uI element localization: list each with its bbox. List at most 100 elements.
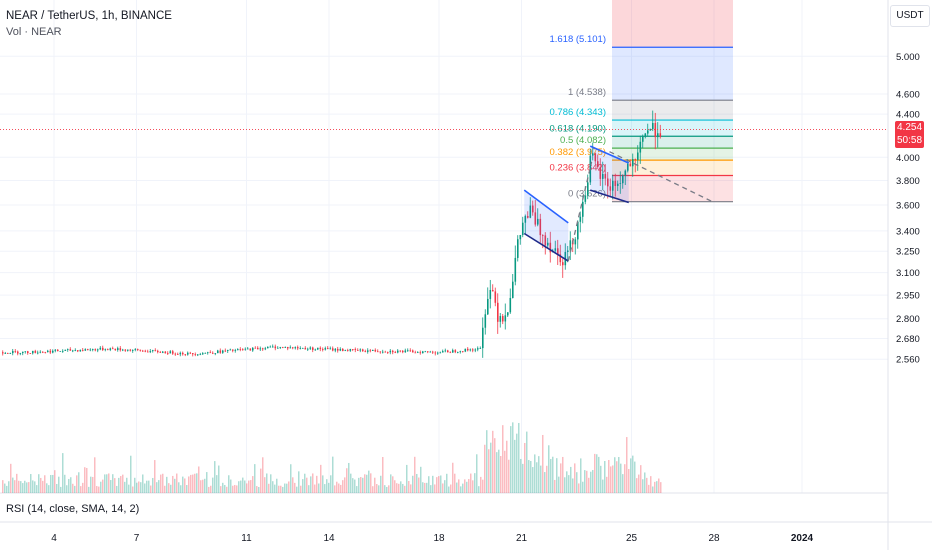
volume-bar (254, 464, 256, 493)
volume-bar (382, 457, 384, 493)
volume-bar (116, 485, 118, 493)
volume-bar (286, 483, 288, 493)
price-tick-label: 3.800 (896, 176, 920, 187)
volume-bar (366, 474, 368, 493)
volume-bar (580, 458, 582, 493)
volume-bar (588, 477, 590, 493)
candle-body (612, 180, 614, 191)
candle-body (307, 348, 309, 350)
volume-bar (134, 477, 136, 493)
volume-bar (278, 485, 280, 493)
candle-body (309, 347, 312, 349)
candle-body (134, 349, 137, 351)
candle-body (597, 161, 599, 168)
candle-body (637, 152, 639, 161)
volume-bar (514, 439, 516, 493)
volume-bar (178, 482, 180, 493)
candle-body (639, 141, 642, 153)
candle-body (617, 183, 619, 186)
candle-body (342, 348, 344, 351)
candle-body (79, 349, 82, 352)
candle-body (82, 349, 84, 351)
volume-bar (46, 483, 48, 493)
volume-bar (562, 456, 564, 493)
volume-bar (60, 486, 62, 493)
candle-body (249, 348, 252, 351)
price-tick-label: 3.100 (896, 268, 920, 279)
candle-body (147, 351, 149, 353)
fib-zone (612, 160, 733, 176)
volume-bar (460, 486, 462, 493)
candle-body (152, 350, 154, 352)
volume-bar (400, 481, 402, 493)
volume-bar (284, 483, 286, 493)
candle-body (624, 170, 627, 176)
volume-bar (292, 477, 294, 493)
volume-bar (316, 475, 318, 493)
volume-bar (200, 480, 202, 493)
candle-body (172, 351, 174, 354)
volume-bar (370, 473, 372, 493)
candle-body (592, 153, 594, 156)
volume-bar (296, 486, 298, 493)
candle-body (57, 349, 59, 352)
candle-body (487, 298, 489, 315)
volume-bar (224, 484, 226, 493)
volume-bar (456, 482, 458, 493)
candle-body (84, 349, 87, 351)
candle-body (454, 350, 457, 353)
volume-bar (534, 454, 536, 493)
volume-bar (416, 473, 418, 493)
volume-bar (410, 484, 412, 493)
volume-bar (268, 483, 270, 493)
candle-body (489, 290, 492, 299)
candle-body (519, 235, 522, 240)
candle-body (404, 350, 407, 353)
volume-bar (478, 486, 480, 493)
volume-bar (112, 474, 114, 493)
candle-body (207, 352, 209, 354)
candle-body (69, 349, 72, 351)
candle-body (89, 349, 92, 351)
volume-bar (152, 477, 154, 493)
volume-bar (432, 475, 434, 493)
volume-bar (290, 464, 292, 493)
volume-bar (526, 431, 528, 493)
candle-body (532, 205, 534, 213)
candle-body (239, 349, 242, 350)
volume-bar (656, 481, 658, 493)
volume-bar (372, 486, 374, 493)
volume-bar (378, 485, 380, 493)
volume-bar (472, 480, 474, 493)
volume-bar (440, 475, 442, 493)
candle-body (112, 348, 114, 350)
volume-bar (54, 470, 56, 493)
candle-body (599, 167, 602, 179)
candle-body (464, 348, 467, 352)
volume-bar (228, 475, 230, 493)
volume-bar (92, 476, 94, 493)
fib-level-label: 1 (4.538) (568, 87, 606, 98)
volume-bar (654, 481, 656, 493)
currency-button[interactable]: USDT (890, 5, 930, 27)
candle-body (469, 349, 472, 351)
candle-body (607, 178, 609, 187)
candle-body (517, 239, 519, 258)
candle-body (72, 350, 74, 352)
fib-level-label: 0.382 (3.975) (549, 147, 606, 158)
volume-bar (122, 474, 124, 493)
volume-bar (616, 461, 618, 493)
candle-body (634, 158, 637, 161)
volume-bar (304, 473, 306, 493)
volume-bar (636, 478, 638, 493)
candle-body (194, 354, 197, 356)
candle-body (369, 350, 372, 352)
volume-bar (246, 483, 248, 493)
candle-body (272, 346, 274, 348)
volume-bar (560, 463, 562, 493)
volume-bar (582, 481, 584, 493)
candle-body (162, 351, 164, 353)
volume-bar (40, 477, 42, 493)
volume-bar (486, 430, 488, 493)
